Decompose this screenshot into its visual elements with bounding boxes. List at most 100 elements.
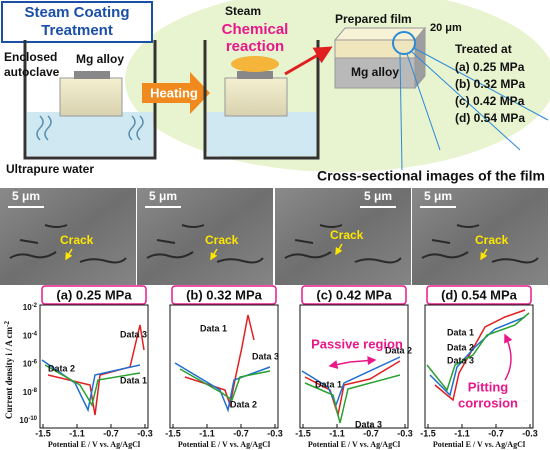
curves: Data 1 Data 3 Data 2 — [174, 314, 279, 413]
plot-title-box — [171, 285, 277, 305]
autoclave — [203, 40, 320, 160]
curve — [179, 368, 271, 402]
y-tick-exp: -4 — [32, 331, 38, 337]
data-label: Data 3 — [252, 351, 279, 361]
x-tick-label: -1.1 — [199, 428, 215, 438]
x-tick-label: -0.3 — [397, 428, 413, 438]
x-axis-label: Potential E / V vs. Ag/AgCl — [48, 440, 141, 449]
plot-title: (d) 0.54 MPa — [441, 287, 518, 302]
reaction-glow — [231, 56, 279, 72]
film-layer — [334, 39, 416, 59]
x-tick-label: -1.5 — [165, 428, 181, 438]
y-tick-exp: -2 — [32, 303, 38, 309]
x-tick-label: -0.3 — [267, 428, 283, 438]
crack-label: Crack — [475, 233, 509, 247]
section-title: Cross-sectional images of the film — [317, 168, 545, 184]
label: Heating — [150, 85, 198, 100]
data-label: Data 2 — [230, 399, 257, 409]
curves: Data 3 Data 2 Data 1 — [41, 324, 147, 416]
plots: (a) 0.25 MPa Data 3 Data 2 Data 1 -1.5 -1.1 -0… — [19, 285, 538, 449]
x-axis-label: Potential E / V vs. Ag/AgCl — [308, 440, 401, 449]
scale-label: 5 μm — [149, 189, 177, 203]
zoom-circle — [392, 31, 416, 55]
y-axis-label: Current density i / A cm-2 — [3, 321, 14, 419]
crack-lines — [9, 224, 127, 264]
y-tick-label: 10-6 — [23, 359, 38, 369]
x-tick-label: -1.5 — [295, 428, 311, 438]
curve — [47, 324, 145, 416]
crack-lines — [284, 224, 402, 264]
curve — [44, 364, 141, 407]
alloy-layer — [334, 57, 416, 89]
plot-title-box — [301, 285, 407, 305]
mg-sample — [74, 71, 110, 79]
sem-image — [275, 188, 411, 285]
curves: Data 2 Data 1 Data 3 — [301, 345, 412, 429]
curve — [184, 314, 255, 408]
curve — [304, 360, 401, 418]
data-label: Data 3 — [120, 329, 147, 339]
plot-title-box — [426, 285, 532, 305]
crack-lines — [146, 224, 264, 264]
label: Chemical — [222, 21, 289, 38]
y-tick-exp: -8 — [32, 387, 38, 393]
y-tick-label: 10-8 — [23, 387, 38, 397]
annotation-arrow — [328, 360, 351, 369]
annotation: Pitting — [468, 379, 508, 394]
y-tick-exp: -10 — [28, 416, 37, 422]
sample-holder — [224, 77, 288, 117]
steam-icon — [36, 115, 144, 141]
label: Treated at — [455, 42, 512, 56]
x-axis-label: Potential E / V vs. Ag/AgCl — [178, 440, 271, 449]
x-tick-label: -1.1 — [69, 428, 85, 438]
annotation-arrow — [504, 333, 513, 381]
water — [27, 112, 153, 156]
mg-sample — [237, 71, 273, 79]
treated-item: (b) 0.32 MPa — [455, 77, 525, 91]
x-tick-label: -0.3 — [137, 428, 153, 438]
images: 5 μm Crack 5 μm Crack 5 μm Crack 5 μm Crack — [0, 188, 548, 285]
crack-label: Crack — [60, 233, 94, 247]
x-tick-label: -0.7 — [103, 428, 119, 438]
data-label: Data 1 — [120, 375, 147, 385]
treated-item: (a) 0.25 MPa — [455, 60, 525, 74]
plot-title-box — [41, 285, 147, 305]
title-box — [1, 1, 153, 43]
annotation: corrosion — [458, 395, 518, 410]
crack-arrow — [65, 248, 73, 261]
label: Mg alloy — [351, 65, 399, 79]
label: Steam — [225, 4, 261, 18]
crack-label: Crack — [330, 228, 364, 242]
curve — [429, 316, 526, 397]
x-tick-label: -1.1 — [329, 428, 345, 438]
y-axis-label-text: Current density i / A cm — [4, 326, 14, 419]
label: autoclave — [4, 65, 60, 79]
sem-image — [0, 188, 136, 285]
crack-arrow — [210, 248, 218, 261]
data-label: Data 1 — [315, 379, 342, 389]
pointer — [284, 46, 333, 76]
treated-item: (d) 0.54 MPa — [455, 111, 525, 125]
data-label: Data 3 — [355, 419, 382, 429]
annotation: Passive region — [311, 336, 403, 351]
plot-title: (b) 0.32 MPa — [186, 287, 263, 302]
curve — [426, 312, 530, 392]
crack-label: Crack — [205, 233, 239, 247]
x-tick-label: -0.3 — [522, 428, 538, 438]
x-tick-label: -1.1 — [454, 428, 470, 438]
label: Ultrapure water — [6, 162, 94, 176]
label: 20 μm — [430, 22, 462, 34]
treated-item: (c) 0.42 MPa — [455, 94, 525, 108]
y-tick-label: 10-2 — [23, 303, 38, 313]
title: Steam Coating — [24, 4, 129, 21]
y-axis-label-exp: -2 — [3, 321, 11, 327]
annotation-arrow — [349, 356, 377, 366]
x-tick-label: -1.5 — [420, 428, 436, 438]
label: reaction — [226, 38, 284, 55]
zoom-lines — [399, 47, 549, 171]
data-label: Data 1 — [447, 327, 474, 337]
y-tick-base: 10 — [23, 303, 32, 312]
data-label: Data 2 — [48, 363, 75, 373]
x-tick-label: -0.7 — [488, 428, 504, 438]
